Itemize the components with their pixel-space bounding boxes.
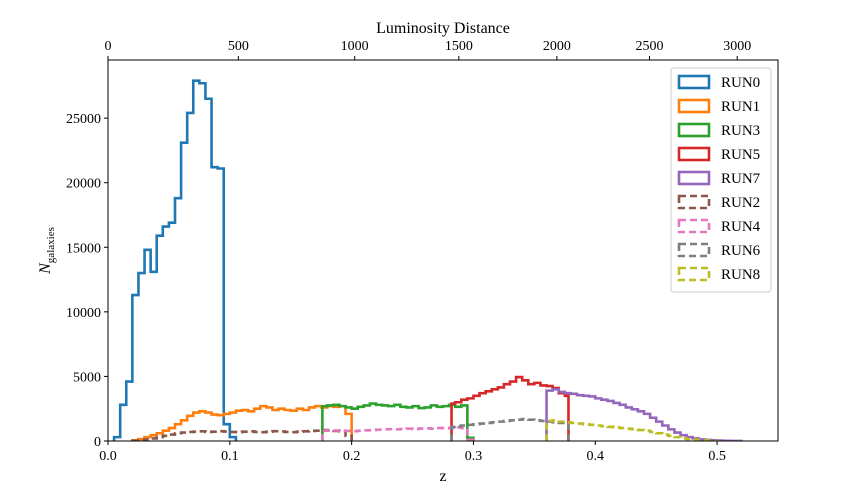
legend-label: RUN2 bbox=[721, 195, 760, 211]
top-tick-label: 1000 bbox=[341, 39, 369, 54]
legend-swatch bbox=[677, 122, 711, 138]
legend-item-run3: RUN3 bbox=[677, 122, 760, 139]
legend-item-run6: RUN6 bbox=[677, 242, 761, 259]
histogram-run3 bbox=[321, 402, 475, 441]
legend-label: RUN6 bbox=[721, 243, 761, 259]
legend-label: RUN3 bbox=[721, 123, 760, 139]
x-tick-label: 0.4 bbox=[587, 449, 605, 464]
y-tick-label: 25000 bbox=[66, 112, 101, 127]
top-tick-label: 2000 bbox=[543, 39, 571, 54]
legend-label: RUN7 bbox=[721, 171, 761, 187]
legend-item-run1: RUN1 bbox=[677, 98, 760, 115]
legend-item-run8: RUN8 bbox=[677, 266, 760, 283]
top-x-axis: 0 500 1000 1500 2000 2500 3000 bbox=[105, 39, 751, 60]
y-axis-title-subscript: galaxies bbox=[45, 227, 57, 263]
y-tick-label: 5000 bbox=[73, 370, 101, 385]
legend-swatch bbox=[677, 146, 711, 162]
legend-label: RUN8 bbox=[721, 267, 760, 283]
legend-swatch bbox=[677, 170, 711, 186]
axes-frame bbox=[107, 59, 779, 442]
y-tick-label: 20000 bbox=[66, 177, 101, 192]
histogram-run8 bbox=[545, 419, 719, 441]
legend-swatch bbox=[677, 218, 711, 234]
top-tick-label: 3000 bbox=[723, 39, 751, 54]
legend-swatch bbox=[677, 266, 711, 282]
legend-swatch bbox=[677, 74, 711, 90]
legend-label: RUN4 bbox=[721, 219, 761, 235]
histogram-run5 bbox=[450, 375, 570, 441]
legend-item-run4: RUN4 bbox=[677, 218, 761, 235]
x-tick-label: 0.1 bbox=[221, 449, 239, 464]
y-tick-label: 15000 bbox=[66, 241, 101, 256]
legend-item-run0: RUN0 bbox=[677, 74, 760, 91]
legend-item-run7: RUN7 bbox=[677, 170, 761, 187]
plot-area bbox=[112, 79, 743, 441]
y-tick-label: 0 bbox=[94, 435, 101, 450]
top-tick-label: 500 bbox=[228, 39, 249, 54]
histogram-run4 bbox=[321, 426, 475, 441]
legend-item-run2: RUN2 bbox=[677, 194, 760, 211]
y-axis-title-main: N bbox=[37, 262, 54, 275]
legend-label: RUN1 bbox=[721, 99, 760, 115]
y-axis: 0 5000 10000 15000 20000 25000 bbox=[66, 112, 108, 450]
legend-item-run5: RUN5 bbox=[677, 146, 760, 163]
x-axis: 0.0 0.1 0.2 0.3 0.4 0.5 bbox=[99, 441, 726, 464]
top-tick-label: 0 bbox=[105, 39, 112, 54]
x-tick-label: 0.3 bbox=[465, 449, 483, 464]
x-tick-label: 0.5 bbox=[708, 449, 726, 464]
legend: RUN0 RUN1 RUN3 RUN5 RUN7 RUN2 RUN4 RUN6 RUN8 bbox=[670, 67, 772, 293]
legend-swatch bbox=[677, 242, 711, 258]
legend-swatch bbox=[677, 194, 711, 210]
x-tick-label: 0.2 bbox=[343, 449, 361, 464]
y-axis-title: Ngalaxies bbox=[37, 227, 57, 275]
x-axis-title: z bbox=[439, 468, 446, 485]
legend-label: RUN0 bbox=[721, 75, 760, 91]
histogram-run1 bbox=[131, 404, 353, 441]
histogram-run0 bbox=[112, 79, 238, 441]
histogram-run2 bbox=[131, 428, 353, 441]
legend-label: RUN5 bbox=[721, 147, 760, 163]
y-tick-label: 10000 bbox=[66, 306, 101, 321]
x-tick-label: 0.0 bbox=[99, 449, 117, 464]
histogram-run7 bbox=[545, 388, 743, 441]
legend-swatch bbox=[677, 98, 711, 114]
top-axis-title: Luminosity Distance bbox=[376, 20, 510, 37]
top-tick-label: 1500 bbox=[445, 39, 473, 54]
top-tick-label: 2500 bbox=[635, 39, 663, 54]
